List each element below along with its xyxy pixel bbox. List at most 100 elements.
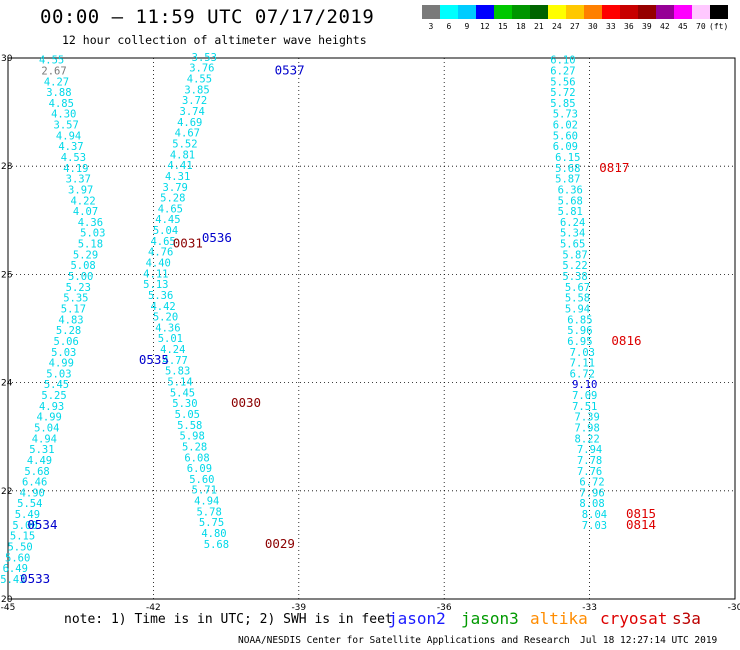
wave-height-label: 4.36 bbox=[155, 322, 180, 334]
wave-height-label: 5.15 bbox=[10, 531, 35, 543]
x-tick-label: -36 bbox=[437, 603, 452, 613]
wave-height-label: 4.55 bbox=[39, 55, 64, 67]
legend-cryosat: cryosat bbox=[600, 609, 668, 628]
wave-height-label: 7.09 bbox=[572, 390, 597, 402]
wave-height-label: 5.81 bbox=[558, 206, 583, 218]
wave-height-label: 5.78 bbox=[196, 506, 221, 518]
wave-height-label: 5.94 bbox=[565, 303, 590, 315]
wave-height-label: 4.07 bbox=[73, 206, 98, 218]
colorbar-swatch bbox=[656, 5, 674, 19]
wave-height-label: 8.04 bbox=[582, 509, 607, 521]
wave-height-label: 6.24 bbox=[560, 217, 585, 229]
colorbar-swatch bbox=[584, 5, 602, 19]
wave-height-label: 4.69 bbox=[177, 117, 202, 129]
wave-height-label: 8.22 bbox=[575, 433, 600, 445]
wave-height-label: 4.90 bbox=[20, 487, 45, 499]
wave-height-label: 5.13 bbox=[143, 279, 168, 291]
wave-height-label: 3.85 bbox=[184, 84, 209, 96]
wave-height-label: 5.35 bbox=[63, 293, 88, 305]
wave-height-label: 8.08 bbox=[579, 498, 604, 510]
wave-height-label: 6.72 bbox=[570, 368, 595, 380]
legend-altika: altika bbox=[530, 609, 588, 628]
y-tick-label: 26 bbox=[1, 270, 13, 280]
wave-height-label: 3.53 bbox=[192, 52, 217, 64]
wave-height-label: 4.67 bbox=[175, 128, 200, 140]
wave-height-label: 5.04 bbox=[153, 225, 178, 237]
wave-height-label: 5.58 bbox=[177, 420, 202, 432]
wave-height-label: 5.67 bbox=[565, 282, 590, 294]
wave-height-label: 4.37 bbox=[58, 141, 83, 153]
time-marker-label: 0817 bbox=[599, 160, 629, 175]
wave-height-label: 4.36 bbox=[78, 217, 103, 229]
colorbar-label: 30 bbox=[588, 22, 598, 31]
wave-height-label: 5.43 bbox=[0, 574, 25, 586]
colorbar-swatch bbox=[512, 5, 530, 19]
colorbar-label: 6 bbox=[446, 22, 452, 31]
time-marker-label: 0536 bbox=[202, 230, 232, 245]
wave-height-label: 3.79 bbox=[163, 182, 188, 194]
wave-height-label: 7.78 bbox=[577, 455, 602, 467]
wave-height-label: 3.97 bbox=[68, 184, 93, 196]
wave-height-label: 4.93 bbox=[39, 401, 64, 413]
wave-height-label: 5.03 bbox=[51, 347, 76, 359]
wave-height-label: 7.98 bbox=[575, 423, 600, 435]
time-marker-label: 0535 bbox=[139, 352, 169, 367]
wave-height-label: 6.27 bbox=[550, 65, 575, 77]
legend-jason3: jason3 bbox=[461, 609, 519, 628]
wave-height-label: 6.46 bbox=[22, 477, 47, 489]
wave-height-label: 4.40 bbox=[146, 257, 171, 269]
time-marker-label: 0029 bbox=[265, 536, 295, 551]
legend-jason2: jason2 bbox=[388, 609, 446, 628]
wave-height-label: 7.94 bbox=[577, 444, 602, 456]
footer-note: note: 1) Time is in UTC; 2) SWH is in fe… bbox=[64, 612, 393, 627]
wave-height-label: 5.65 bbox=[560, 239, 585, 251]
y-tick-label: 20 bbox=[1, 595, 13, 605]
colorbar-swatch bbox=[602, 5, 620, 19]
wave-height-label: 5.36 bbox=[148, 290, 173, 302]
colorbar-swatch bbox=[422, 5, 440, 19]
wave-height-label: 5.20 bbox=[153, 312, 178, 324]
time-marker-label: 0816 bbox=[611, 333, 641, 348]
wave-height-label: 5.34 bbox=[560, 228, 585, 240]
wave-height-label: 4.77 bbox=[163, 355, 188, 367]
colorbar-swatch bbox=[620, 5, 638, 19]
colorbar-label: 42 bbox=[660, 22, 670, 31]
x-tick-label: -30 bbox=[728, 603, 740, 613]
colorbar-swatch bbox=[476, 5, 494, 19]
wave-height-label: 5.28 bbox=[160, 193, 185, 205]
wave-height-label: 4.94 bbox=[194, 496, 219, 508]
colorbar-swatch bbox=[638, 5, 656, 19]
wave-height-label: 4.80 bbox=[201, 528, 226, 540]
wave-height-label: 5.45 bbox=[44, 379, 69, 391]
time-marker-label: 0537 bbox=[275, 62, 305, 77]
colorbar-label: 70 bbox=[696, 22, 706, 31]
wave-height-label: 7.96 bbox=[579, 487, 604, 499]
wave-height-label: 5.38 bbox=[562, 271, 587, 283]
colorbar bbox=[422, 5, 728, 19]
wave-height-label: 5.75 bbox=[199, 517, 224, 529]
page-title: 00:00 – 11:59 UTC 07/17/2019 bbox=[40, 6, 375, 28]
wave-height-label: 4.41 bbox=[167, 160, 192, 172]
time-marker-label: 0030 bbox=[231, 395, 261, 410]
wave-height-label: 4.55 bbox=[187, 74, 212, 86]
wave-height-label: 3.57 bbox=[54, 120, 79, 132]
wave-height-label: 4.94 bbox=[32, 433, 57, 445]
wave-height-label: 5.23 bbox=[66, 282, 91, 294]
time-marker-label: 0534 bbox=[27, 517, 57, 532]
wave-height-label: 5.87 bbox=[562, 249, 587, 261]
wave-height-label: 7.03 bbox=[582, 520, 607, 532]
colorbar-label: 15 bbox=[498, 22, 508, 31]
colorbar-swatch bbox=[710, 5, 728, 19]
time-marker-label: 0815 bbox=[626, 506, 656, 521]
wave-height-label: 5.96 bbox=[567, 325, 592, 337]
wave-height-label: 5.03 bbox=[46, 368, 71, 380]
time-marker-label: 0533 bbox=[20, 571, 50, 586]
wave-height-label: 5.60 bbox=[553, 130, 578, 142]
wave-height-label: 4.99 bbox=[37, 412, 62, 424]
y-tick-label: 22 bbox=[1, 487, 12, 497]
wave-height-label: 6.72 bbox=[579, 477, 604, 489]
wave-height-label: 5.14 bbox=[167, 377, 192, 389]
footer-credit: NOAA/NESDIS Center for Satellite Applica… bbox=[238, 635, 570, 646]
wave-height-label: 4.49 bbox=[27, 455, 52, 467]
